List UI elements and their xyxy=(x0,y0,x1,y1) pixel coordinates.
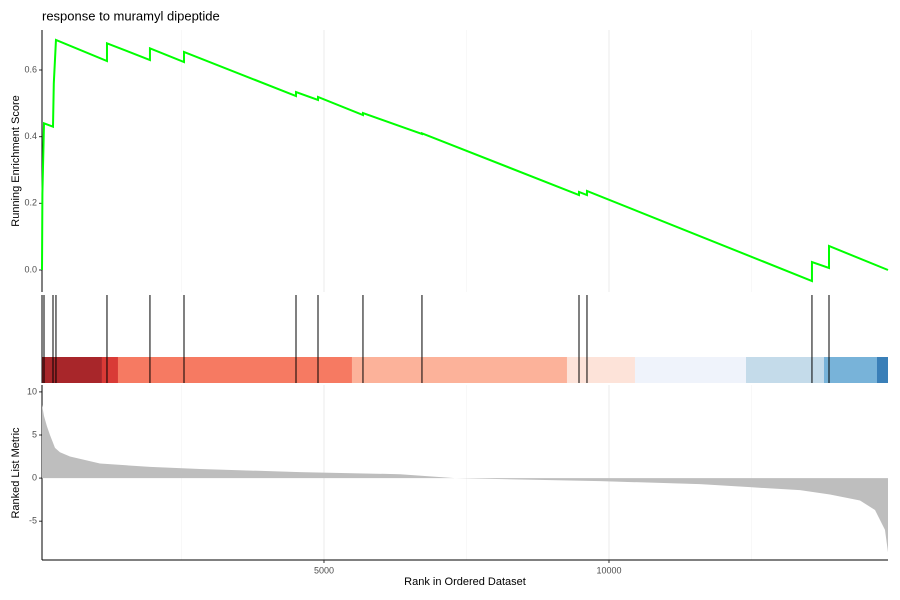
color-band xyxy=(566,357,635,383)
x-tick-label: 5000 xyxy=(314,565,334,575)
y-tick-label: 10 xyxy=(27,386,37,396)
y-tick-label: 0 xyxy=(32,472,37,482)
x-axis-label: Rank in Ordered Dataset xyxy=(404,576,526,588)
color-band xyxy=(101,357,118,383)
color-band xyxy=(42,357,102,383)
y-tick-label: 5 xyxy=(32,429,37,439)
y-tick-label: 0.2 xyxy=(24,198,37,208)
color-band xyxy=(117,357,352,383)
y-tick-label: -5 xyxy=(29,516,37,526)
color-band xyxy=(876,357,888,383)
ranked-metric-area xyxy=(42,404,888,553)
chart-title: response to muramyl dipeptide xyxy=(42,8,220,23)
y-axis-label: Running Enrichment Score xyxy=(10,95,22,226)
y-axis-label: Ranked List Metric xyxy=(10,427,22,519)
y-tick-label: 0.0 xyxy=(24,264,37,274)
color-band xyxy=(634,357,747,383)
running-es-line xyxy=(41,38,889,283)
y-tick-label: 0.4 xyxy=(24,131,37,141)
y-tick-label: 0.6 xyxy=(24,64,37,74)
x-tick-label: 10000 xyxy=(596,565,621,575)
color-band xyxy=(746,357,824,383)
color-band xyxy=(823,357,877,383)
color-band xyxy=(351,357,567,383)
